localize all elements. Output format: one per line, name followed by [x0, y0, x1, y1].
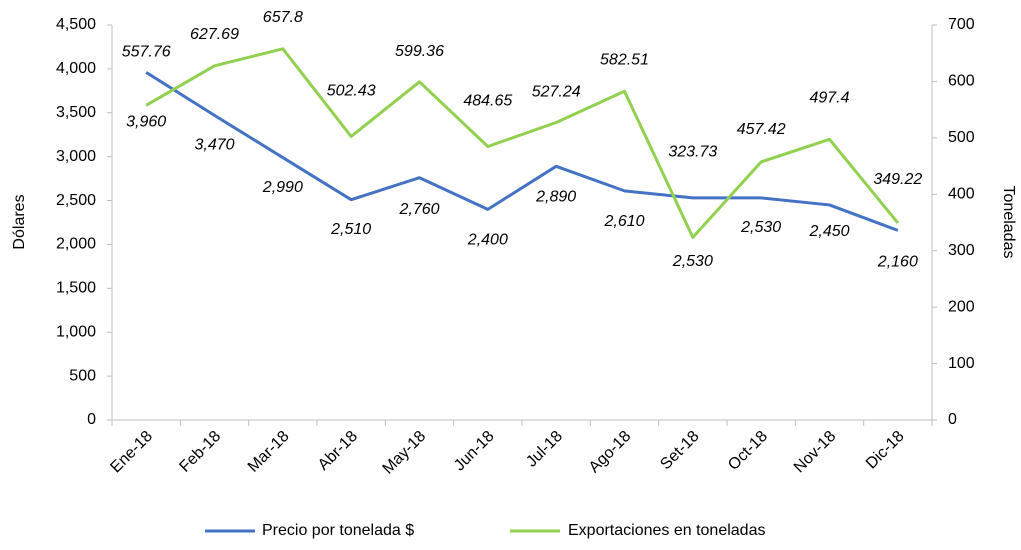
series-line — [145, 71, 899, 232]
y-tick-label: 1,000 — [56, 323, 96, 340]
data-label: 657.8 — [263, 9, 303, 26]
x-tick-label: Ene-18 — [107, 428, 156, 477]
data-label: 2,400 — [467, 232, 508, 249]
y2-tick-label: 0 — [948, 411, 957, 428]
legend-label: Exportaciones en toneladas — [568, 522, 765, 539]
y2-tick-label: 600 — [948, 73, 975, 90]
y2-tick-label: 200 — [948, 298, 975, 315]
x-tick-label: Feb-18 — [176, 428, 224, 476]
data-label: 2,990 — [262, 179, 303, 196]
y-tick-label: 3,000 — [56, 148, 96, 165]
data-label: 2,450 — [808, 223, 849, 240]
data-label: 2,890 — [535, 189, 576, 206]
y-tick-label: 3,500 — [56, 104, 96, 121]
x-tick-label: Oct-18 — [725, 428, 771, 474]
x-tick-label: Dic-18 — [863, 428, 908, 473]
data-label: 2,530 — [740, 219, 781, 236]
x-tick-label: Jul-18 — [523, 428, 566, 471]
legend-label: Precio por tonelada $ — [262, 522, 414, 539]
y2-tick-label: 100 — [948, 355, 975, 372]
data-label: 527.24 — [532, 84, 581, 101]
y-tick-label: 500 — [69, 367, 96, 384]
y-tick-label: 2,000 — [56, 236, 96, 253]
data-label: 582.51 — [600, 52, 649, 69]
x-tick-label: Abr-18 — [315, 428, 361, 474]
y2-tick-label: 400 — [948, 186, 975, 203]
x-tick-label: Mar-18 — [245, 428, 293, 476]
data-label: 557.76 — [122, 43, 171, 60]
y-tick-label: 4,000 — [56, 60, 96, 77]
data-label: 323.73 — [668, 144, 717, 161]
x-tick-label: May-18 — [380, 428, 430, 478]
data-label: 2,610 — [603, 213, 644, 230]
x-tick-label: Nov-18 — [791, 428, 840, 477]
data-label: 502.43 — [327, 83, 376, 100]
y-tick-label: 0 — [87, 411, 96, 428]
data-label: 2,760 — [398, 201, 439, 218]
data-label: 457.42 — [737, 121, 786, 138]
x-tick-label: Ago-18 — [586, 428, 635, 477]
data-label: 484.65 — [463, 93, 512, 110]
y-tick-label: 1,500 — [56, 280, 96, 297]
data-label: 599.36 — [395, 43, 444, 60]
data-label: 3,470 — [194, 137, 234, 154]
series-line — [145, 47, 899, 239]
y2-tick-label: 700 — [948, 16, 975, 33]
x-tick-label: Set-18 — [657, 428, 702, 473]
data-label: 349.22 — [873, 171, 922, 188]
y2-tick-label: 300 — [948, 242, 975, 259]
data-label: 627.69 — [190, 26, 239, 43]
data-label: 2,530 — [672, 253, 713, 270]
y-axis-title: Dólares — [11, 194, 28, 249]
y-tick-label: 2,500 — [56, 192, 96, 209]
data-label: 3,960 — [126, 114, 166, 131]
x-tick-label: Jun-18 — [451, 428, 498, 475]
y-tick-label: 4,500 — [56, 16, 96, 33]
data-label: 2,510 — [330, 221, 371, 238]
data-label: 2,160 — [877, 254, 918, 271]
y2-tick-label: 500 — [948, 129, 975, 146]
y2-axis-title: Toneladas — [1000, 186, 1017, 259]
data-label: 497.4 — [809, 90, 849, 107]
